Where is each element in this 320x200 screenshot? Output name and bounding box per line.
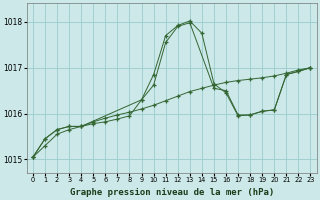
X-axis label: Graphe pression niveau de la mer (hPa): Graphe pression niveau de la mer (hPa) bbox=[69, 188, 274, 197]
